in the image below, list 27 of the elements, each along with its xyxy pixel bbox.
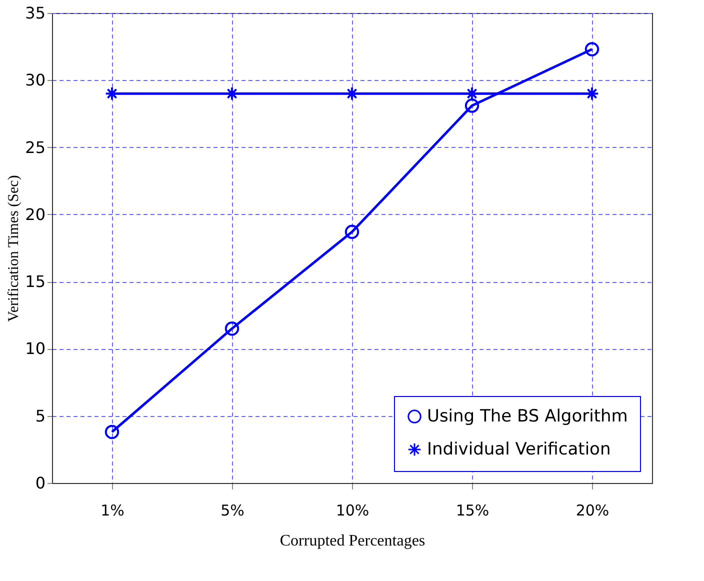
y-tick-label: 30 <box>25 70 46 90</box>
x-tick-label: 10% <box>336 502 370 520</box>
y-tick-label: 20 <box>25 204 46 224</box>
y-tick-label: 35 <box>25 4 46 22</box>
point <box>104 86 120 101</box>
y-tick-label: 25 <box>25 138 46 157</box>
point <box>224 86 240 101</box>
y-tick-label: 5 <box>35 406 46 426</box>
legend-label: Individual Verification <box>427 440 611 460</box>
y-tick-label: 15 <box>25 272 46 292</box>
point <box>344 86 360 101</box>
y-tick-label: 10 <box>25 339 46 358</box>
y-axis-title: Verification Times (Sec) <box>6 175 22 322</box>
point <box>464 86 480 101</box>
y-tick-label: 0 <box>35 474 46 492</box>
x-axis-title: Corrupted Percentages <box>280 532 426 550</box>
x-tick-label: 1% <box>100 502 124 520</box>
point <box>224 321 240 336</box>
point <box>584 86 600 101</box>
point <box>104 424 120 440</box>
x-tick-label: 5% <box>220 502 244 520</box>
point <box>464 98 480 113</box>
point <box>584 42 600 56</box>
legend-label: Using The BS Algorithm <box>427 406 628 426</box>
x-tick-label: 15% <box>456 502 490 520</box>
x-tick-label: 20% <box>576 502 610 520</box>
point <box>344 224 360 239</box>
